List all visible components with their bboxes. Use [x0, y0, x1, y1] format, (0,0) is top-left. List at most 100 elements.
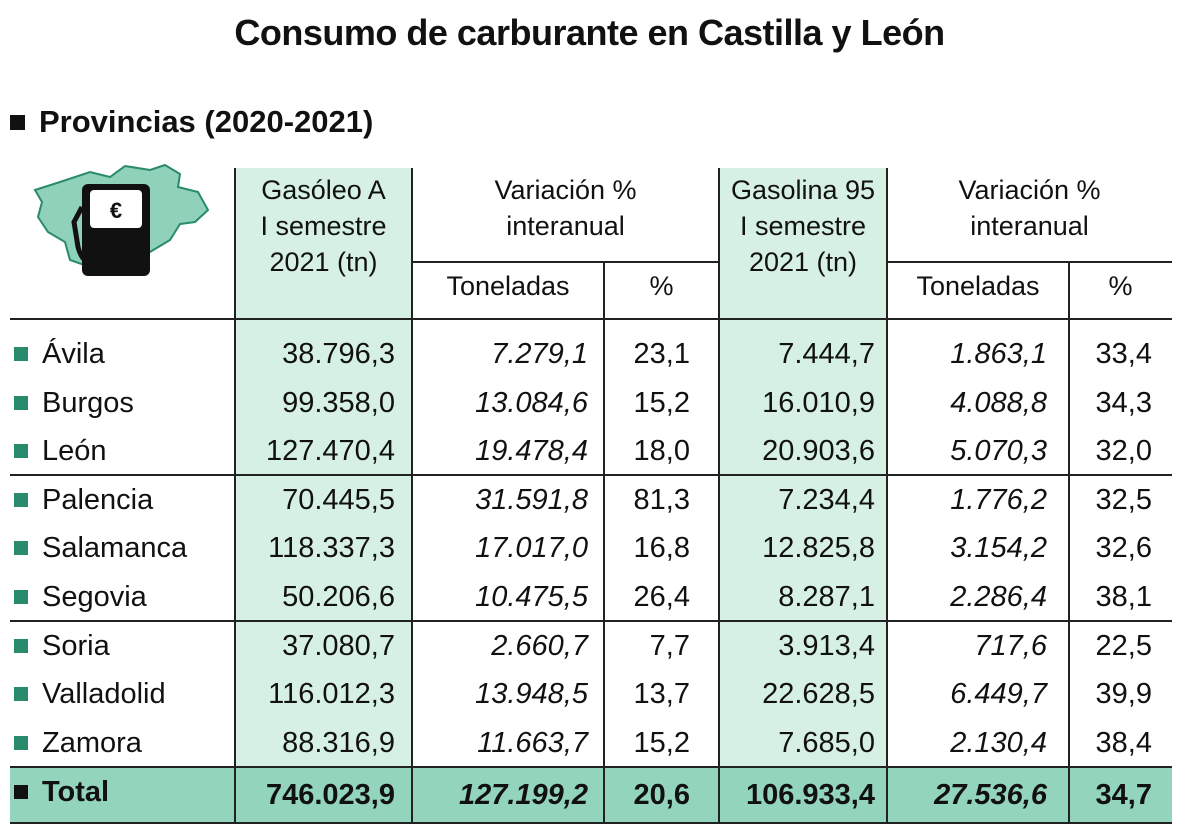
gasoleo-var-pct: 26,4: [633, 581, 690, 613]
bullet-square-icon: [10, 114, 25, 130]
province-label: Ávila: [42, 338, 105, 370]
province-name: Valladolid: [14, 670, 166, 718]
gasoleo-value: 38.796,3: [282, 338, 395, 370]
gasolina-var-tons: 2.286,4: [950, 581, 1047, 613]
divider: [10, 620, 1172, 622]
fuel-pump-icon: €: [71, 184, 150, 276]
province-label: Segovia: [42, 581, 147, 613]
province-name: Palencia: [14, 476, 153, 524]
province-name: Soria: [14, 622, 110, 670]
province-label: Soria: [42, 629, 110, 662]
gasoleo-var-pct: 18,0: [633, 435, 690, 468]
gasolina-value: 16.010,9: [762, 386, 875, 419]
gasoleo-var-tons: 10.475,5: [475, 581, 588, 613]
gasolina-var-tons: 27.536,6: [934, 779, 1047, 811]
header-pct-2: %: [1108, 271, 1133, 301]
province-label: Burgos: [42, 386, 134, 419]
header-gasolina: Gasolina 95 I semestre 2021 (tn): [730, 175, 876, 277]
header-pct-1: %: [649, 271, 674, 301]
divider: [603, 261, 605, 824]
table-row: Palencia 70.445,5 31.591,8 81,3 7.234,4 1.776…: [0, 476, 1172, 525]
gasoleo-var-pct: 20,6: [633, 779, 690, 811]
page-title: Consumo de carburante en Castilla y León: [234, 12, 945, 53]
divider: [412, 261, 719, 263]
gasoleo-var-tons: 17.017,0: [475, 532, 588, 565]
gasoleo-var-pct: 81,3: [633, 483, 690, 516]
gasolina-value: 22.628,5: [762, 678, 875, 711]
bullet-square-icon: [14, 638, 28, 653]
table-row: León 127.470,4 19.478,4 18,0 20.903,6 5.070,3…: [0, 427, 1172, 476]
castilla-leon-map-icon: €: [33, 163, 210, 276]
gasoleo-value: 116.012,3: [268, 678, 395, 711]
gasolina-value: 12.825,8: [762, 532, 875, 565]
gasolina-var-tons: 2.130,4: [950, 726, 1047, 759]
gasoleo-var-tons: 127.199,2: [458, 779, 588, 811]
gasoleo-var-pct: 15,2: [633, 386, 690, 419]
gasoleo-value: 118.337,3: [268, 532, 395, 565]
gasolina-var-pct: 38,4: [1095, 726, 1152, 759]
gasolina-value: 20.903,6: [762, 435, 875, 468]
gasolina-var-pct: 38,1: [1095, 581, 1152, 613]
bullet-square-icon: [14, 785, 28, 799]
gasolina-value: 3.913,4: [778, 629, 875, 662]
province-label: Valladolid: [42, 678, 166, 711]
divider: [411, 168, 413, 824]
province-label: Salamanca: [42, 532, 188, 565]
divider: [10, 318, 1172, 320]
gasolina-value: 7.444,7: [778, 338, 875, 370]
table-row: Valladolid 116.012,3 13.948,5 13,7 22.628,5 6…: [0, 670, 1172, 719]
gasoleo-value: 127.470,4: [265, 435, 395, 468]
gasolina-var-tons: 6.449,7: [950, 678, 1047, 711]
divider: [234, 168, 236, 824]
gasolina-var-pct: 32,5: [1095, 483, 1152, 516]
gasoleo-var-pct: 16,8: [633, 532, 690, 565]
bullet-square-icon: [14, 687, 28, 702]
gasoleo-var-tons: 13.084,6: [475, 386, 588, 419]
gasolina-value: 106.933,4: [745, 779, 875, 811]
province-name: Ávila: [14, 330, 105, 378]
divider: [10, 474, 1172, 476]
bullet-square-icon: [14, 590, 28, 604]
gasolina-var-tons: 3.154,2: [950, 532, 1047, 565]
gasolina-var-pct: 33,4: [1095, 338, 1152, 370]
header-toneladas-2: Toneladas: [916, 271, 1040, 301]
euro-icon: €: [110, 198, 122, 223]
gasoleo-var-tons: 2.660,7: [491, 629, 588, 662]
bullet-square-icon: [14, 541, 28, 556]
province-name: Segovia: [14, 573, 147, 621]
gasoleo-var-pct: 15,2: [633, 726, 690, 759]
gasoleo-var-tons: 31.591,8: [475, 483, 588, 516]
gasolina-value: 7.685,0: [778, 726, 875, 759]
divider: [1068, 261, 1070, 824]
gasolina-var-pct: 34,3: [1095, 386, 1152, 419]
table-row: Segovia 50.206,6 10.475,5 26,4 8.287,1 2.286,…: [0, 573, 1172, 622]
bullet-square-icon: [14, 395, 28, 410]
divider: [10, 822, 1172, 824]
subtitle-text: Provincias (2020-2021): [39, 104, 374, 139]
gasolina-var-tons: 1.863,1: [950, 338, 1047, 370]
table-row: Salamanca 118.337,3 17.017,0 16,8 12.825,8 3.…: [0, 524, 1172, 573]
province-label: Palencia: [42, 483, 154, 516]
bullet-square-icon: [14, 492, 28, 507]
gasoleo-var-pct: 7,7: [649, 629, 690, 662]
gasolina-var-tons: 717,6: [974, 629, 1047, 662]
gasoleo-value: 70.445,5: [282, 483, 395, 516]
divider: [886, 168, 888, 824]
gasoleo-var-tons: 7.279,1: [491, 338, 588, 370]
gasolina-var-pct: 34,7: [1095, 779, 1152, 811]
section-subtitle: Provincias (2020-2021): [10, 104, 373, 140]
province-name: Total: [14, 768, 109, 816]
divider: [718, 168, 720, 824]
gasoleo-value: 50.206,6: [282, 581, 395, 613]
gasoleo-value: 99.358,0: [282, 386, 395, 419]
header-toneladas-1: Toneladas: [446, 271, 570, 301]
total-row: Total 746.023,9 127.199,2 20,6 106.933,4 27.5…: [10, 768, 1172, 822]
province-name: Zamora: [14, 719, 142, 767]
gasolina-column-highlight: [719, 168, 887, 768]
province-label: Total: [42, 776, 110, 808]
gasoleo-value: 88.316,9: [282, 726, 395, 759]
gasoleo-var-tons: 13.948,5: [475, 678, 588, 711]
gasolina-var-tons: 1.776,2: [950, 483, 1047, 516]
bullet-square-icon: [14, 347, 28, 361]
